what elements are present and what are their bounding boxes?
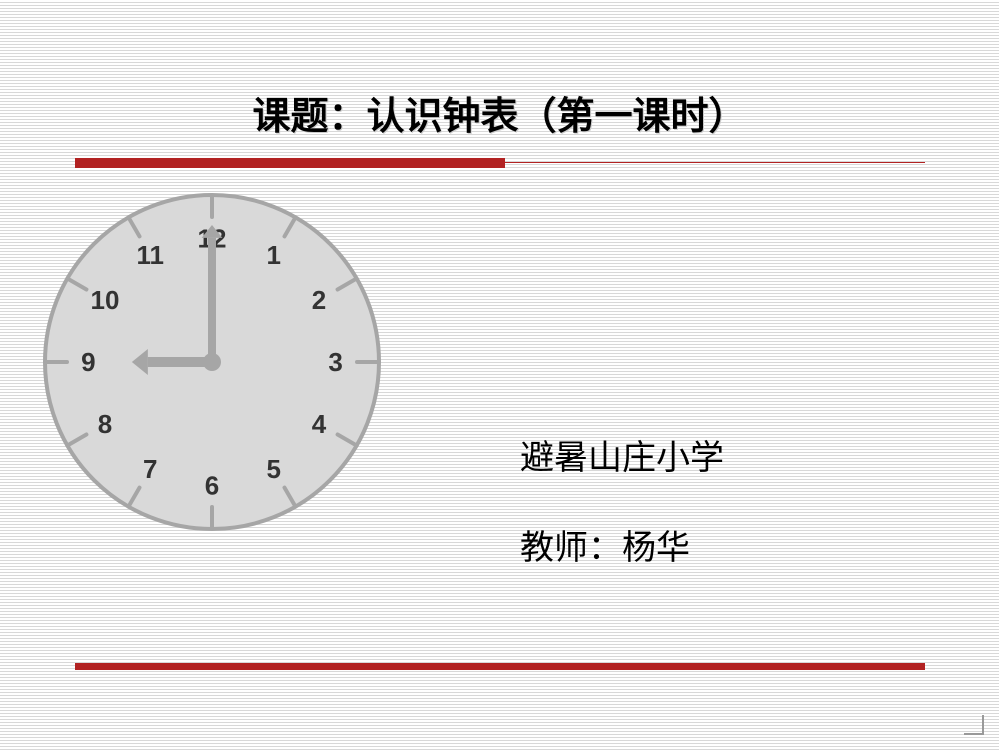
resize-corner-icon [964,715,984,735]
clock-diagram: 121234567891011 [42,192,382,532]
slide-title: 课题：认识钟表（第一课时） [0,85,999,140]
teacher-name: 教师：杨华 [520,520,690,569]
clock-svg: 121234567891011 [42,192,382,532]
svg-text:7: 7 [143,454,157,484]
svg-text:6: 6 [205,471,219,501]
svg-text:11: 11 [136,240,164,270]
svg-text:8: 8 [98,409,112,439]
svg-text:4: 4 [312,409,327,439]
svg-text:10: 10 [91,285,120,315]
svg-text:2: 2 [312,285,326,315]
divider-thin [505,162,925,163]
title-divider [75,158,925,168]
svg-text:5: 5 [267,454,281,484]
svg-text:1: 1 [267,240,281,270]
school-name: 避暑山庄小学 [520,430,724,479]
bottom-bar [75,663,925,670]
svg-text:3: 3 [328,347,342,377]
divider-thick [75,158,505,168]
svg-text:9: 9 [81,347,95,377]
